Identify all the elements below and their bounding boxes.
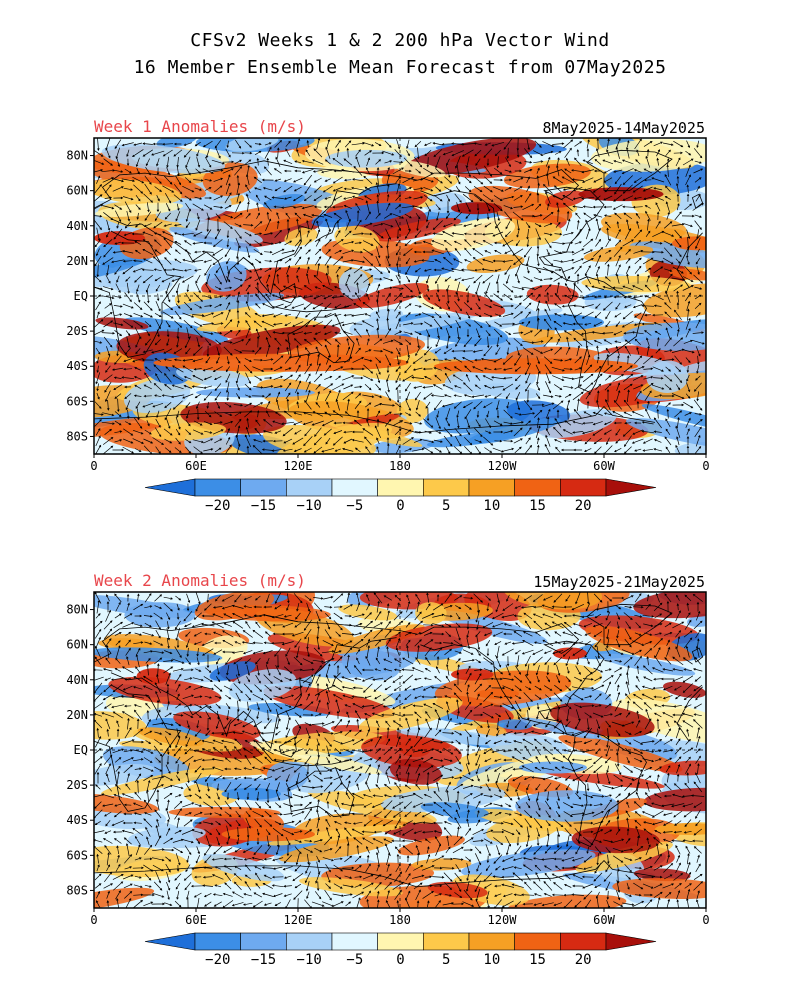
lon-label: 0 — [90, 913, 97, 927]
colorbar-label: −15 — [251, 498, 276, 514]
lon-label: 180 — [389, 459, 411, 473]
colorbar-label: −10 — [297, 952, 322, 968]
colorbar-label: 0 — [396, 498, 404, 514]
lon-label: 60W — [593, 913, 615, 927]
lat-label: 60N — [66, 638, 88, 652]
colorbar-label: 15 — [529, 498, 546, 514]
wind-vectors — [94, 592, 705, 908]
colorbar-label: −5 — [346, 498, 363, 514]
lat-label: 20N — [66, 708, 88, 722]
lat-label: 20S — [66, 778, 88, 792]
colorbar-label: 10 — [483, 952, 500, 968]
colorbar-label: 15 — [529, 952, 546, 968]
panel2-title: Week 2 Anomalies (m/s) — [94, 571, 306, 590]
colorbar-label: 20 — [575, 952, 592, 968]
lon-label: 120E — [284, 459, 313, 473]
colorbar-segment — [560, 932, 607, 951]
colorbar: −20 −15 −10 −5 0 5 10 15 20 — [144, 478, 657, 514]
panel1-dates: 8May2025-14May2025 — [542, 119, 705, 137]
colorbar-segment — [240, 932, 287, 951]
colorbar-arrow-low — [144, 478, 196, 497]
figure-title-line1: CFSv2 Weeks 1 & 2 200 hPa Vector Wind — [190, 30, 610, 51]
figure-title-line2: 16 Member Ensemble Mean Forecast from 07… — [133, 57, 667, 78]
colorbar-segment — [468, 478, 515, 497]
colorbar-segment — [194, 478, 241, 497]
colorbar-segment — [560, 478, 607, 497]
lat-label: 40N — [66, 219, 88, 233]
colorbar-label: 5 — [442, 498, 450, 514]
lon-label: 0 — [90, 459, 97, 473]
map-panel-1: 80N 60N 40N 20N EQ 20S 40S 60S 80S 0 60E 120E 180 120… — [66, 137, 710, 514]
colorbar-arrow-low — [144, 932, 196, 951]
panel2-dates: 15May2025-21May2025 — [533, 573, 705, 591]
colorbar-label: −5 — [346, 952, 363, 968]
lat-label: 20S — [66, 324, 88, 338]
lat-label: 20N — [66, 254, 88, 268]
colorbar-arrow-high — [605, 932, 657, 951]
lat-label: EQ — [74, 289, 88, 303]
lat-label: EQ — [74, 743, 88, 757]
lon-label: 120E — [284, 913, 313, 927]
wind-vectors — [94, 138, 705, 454]
lon-label: 0 — [702, 913, 709, 927]
colorbar-segment — [423, 478, 470, 497]
lat-label: 80N — [66, 603, 88, 617]
colorbar-segment — [286, 478, 333, 497]
lat-label: 80N — [66, 149, 88, 163]
colorbar-label: −20 — [205, 952, 230, 968]
anomaly-shading — [94, 138, 706, 454]
colorbar-label: −15 — [251, 952, 276, 968]
lat-label: 60S — [66, 848, 88, 862]
lat-label: 40N — [66, 673, 88, 687]
lon-label: 60E — [185, 459, 207, 473]
colorbar: −20 −15 −10 −5 0 5 10 15 20 — [144, 932, 657, 968]
colorbar-label: −10 — [297, 498, 322, 514]
colorbar-segment — [423, 932, 470, 951]
colorbar-segment — [514, 478, 561, 497]
colorbar-segment — [194, 932, 241, 951]
colorbar-segment — [331, 478, 378, 497]
lon-label: 60W — [593, 459, 615, 473]
colorbar-segment — [377, 478, 424, 497]
panel1-title: Week 1 Anomalies (m/s) — [94, 117, 306, 136]
colorbar-label: 10 — [483, 498, 500, 514]
lat-label: 40S — [66, 813, 88, 827]
colorbar-label: −20 — [205, 498, 230, 514]
lon-label: 0 — [702, 459, 709, 473]
lon-label: 60E — [185, 913, 207, 927]
lon-label: 180 — [389, 913, 411, 927]
colorbar-label: 20 — [575, 498, 592, 514]
colorbar-label: 5 — [442, 952, 450, 968]
colorbar-segment — [331, 932, 378, 951]
colorbar-segment — [377, 932, 424, 951]
colorbar-segment — [514, 932, 561, 951]
colorbar-segment — [240, 478, 287, 497]
lat-label: 60S — [66, 394, 88, 408]
map-panel-2: 80N 60N 40N 20N EQ 20S 40S 60S 80S 0 60E 120E 180 120… — [66, 591, 710, 968]
colorbar-arrow-high — [605, 478, 657, 497]
lon-label: 120W — [488, 459, 518, 473]
anomaly-shading — [94, 592, 706, 908]
colorbar-segment — [286, 932, 333, 951]
lat-label: 40S — [66, 359, 88, 373]
lat-label: 80S — [66, 429, 88, 443]
lat-label: 60N — [66, 184, 88, 198]
lon-label: 120W — [488, 913, 518, 927]
colorbar-segment — [468, 932, 515, 951]
colorbar-label: 0 — [396, 952, 404, 968]
lat-label: 80S — [66, 883, 88, 897]
